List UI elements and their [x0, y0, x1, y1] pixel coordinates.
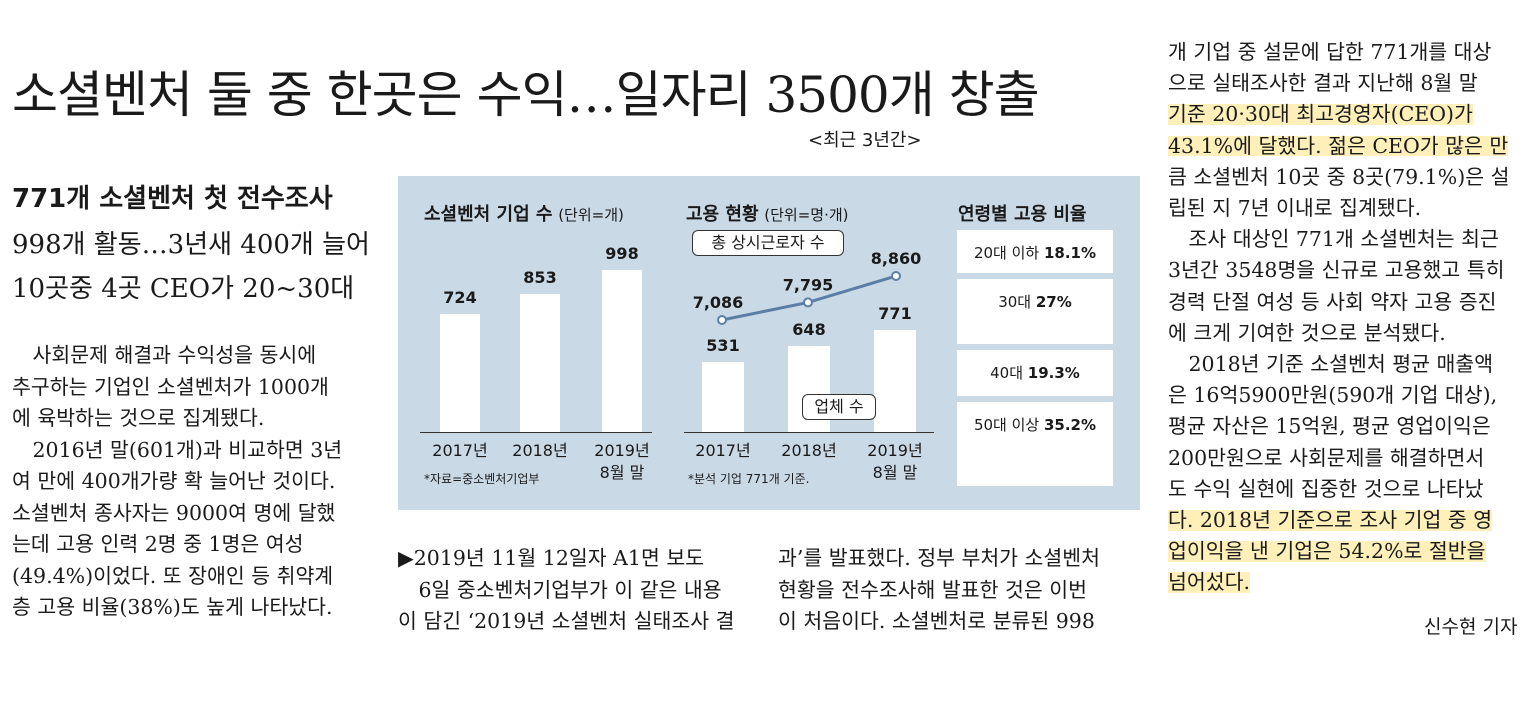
chart1-bar [602, 270, 642, 432]
age-row-label: 40대 19.3% [990, 364, 1080, 382]
right-column-line: 큼 소셜벤처 10곳 중 8곳(79.1%)은 설 [1168, 164, 1510, 189]
chart2-bar-value-label: 531 [706, 335, 740, 355]
right-column-line: 200만원으로 사회문제를 해결하면서 [1168, 445, 1485, 470]
left-column-line: (49.4%)이었다. 또 장애인 등 취약계 [12, 563, 334, 588]
middle-column-line: 6일 중소벤처기업부가 이 같은 내용 [398, 577, 722, 602]
age-row-value: 27% [1035, 293, 1072, 311]
left-column-line: 추구하는 기업인 소셜벤처가 1000개 [12, 374, 329, 399]
chart2-line-point [891, 271, 901, 281]
middle2-column-line: 현황을 전수조사해 발표한 것은 이번 [778, 577, 1087, 602]
chart2-bar [874, 330, 916, 432]
age-row-value: 19.3% [1027, 364, 1080, 382]
right-column-line: 43.1%에 달했다. 젊은 CEO가 많은 만 [1168, 133, 1509, 158]
chart2-x-label: 2019년 8월 말 [867, 441, 923, 482]
left-column-line: 는데 고용 인력 2명 중 1명은 여성 [12, 532, 304, 556]
middle2-column-line: 과’를 발표했다. 정부 부처가 소셜벤처 [778, 546, 1100, 570]
right-column-line: 경력 단절 여성 등 사회 약자 고용 증진 [1168, 289, 1497, 314]
chart2-line-value-label: 8,860 [871, 249, 922, 268]
right-column-line: 도 수익 실현에 집중한 것으로 나타났 [1168, 476, 1484, 501]
age-row-label: 30대 27% [998, 293, 1072, 311]
right-column-line: 2018년 기준 소셜벤처 평균 매출액 [1168, 352, 1494, 376]
chart2-axis [684, 432, 934, 433]
chart2-x-label: 2017년 [695, 441, 751, 460]
chart2-line-point [717, 315, 727, 325]
legend-companies: 업체 수 [802, 394, 876, 420]
legend-total-workers: 총 상시근로자 수 [692, 230, 844, 256]
left-column-line: 층 고용 비율(38%)도 높게 나타났다. [12, 595, 333, 619]
chart1-x-label: 2019년 8월 말 [594, 441, 650, 482]
subhead-1: 771개 소셜벤처 첫 전수조사 [12, 184, 333, 214]
age-row-label: 20대 이하 18.1% [973, 244, 1097, 262]
chart1-value-label: 724 [443, 288, 477, 308]
right-column-line: 개 기업 중 설문에 답한 771개를 대상 [1168, 40, 1492, 64]
age-row: 30대 27% [957, 279, 1113, 344]
age-row-label: 50대 이상 35.2% [973, 416, 1097, 434]
left-column-line: 소셜벤처 종사자는 9000여 명에 달했 [12, 500, 336, 525]
right-column-line: 립된 지 7년 이내로 집계됐다. [1168, 196, 1422, 220]
left-column-line: 2016년 말(601개)과 비교하면 3년 [12, 437, 343, 462]
right-column-line: 다. 2018년 기준으로 조사 기업 중 영 [1168, 508, 1493, 532]
chart1-x-label: 2018년 [512, 441, 568, 460]
age-row-value: 35.2% [1043, 416, 1097, 434]
middle-column-line: ▶2019년 11월 12일자 A1면 보도 [398, 546, 705, 570]
left-column-line: 에 육박하는 것으로 집계됐다. [12, 406, 265, 430]
right-column-line: 조사 대상인 771개 소셜벤처는 최근 [1168, 227, 1499, 252]
chart2-bar-value-label: 648 [792, 320, 826, 340]
chart2-bar-value-label: 771 [878, 304, 912, 323]
chart2-line-value-label: 7,086 [693, 293, 744, 312]
chart1-note: *자료=중소벤처기업부 [424, 472, 540, 486]
subhead-2: 998개 활동…3년새 400개 늘어 [12, 230, 370, 260]
chart2-x-label: 2018년 [781, 441, 837, 460]
right-column-line: 3년간 3548명을 신규로 고용했고 특히 [1168, 258, 1505, 283]
chart2-title: 고용 현황 (단위=명·개) [686, 204, 849, 225]
chart2-line-point [803, 297, 813, 308]
right-column-line: 넘어섰다. [1168, 570, 1250, 595]
byline: 신수현 기자 [1424, 616, 1518, 638]
chart1-value-label: 998 [605, 244, 639, 263]
middle-column-line: 이 담긴 ‘2019년 소셜벤처 실태조사 결 [398, 609, 735, 633]
right-column-line: 으로 실태조사한 결과 지난해 8월 말 [1168, 71, 1478, 96]
subhead-3: 10곳중 4곳 CEO가 20~30대 [12, 274, 355, 304]
age-row: 50대 이상 35.2% [957, 402, 1113, 486]
right-column-line: 평균 자산은 15억원, 평균 영업이익은 [1168, 414, 1491, 439]
left-column-line: 사회문제 해결과 수익성을 동시에 [12, 343, 317, 367]
chart3-title: 연령별 고용 비율 [958, 204, 1087, 225]
chart1-x-label: 2017년 [432, 441, 488, 460]
middle2-column-line: 이 처음이다. 소셜벤처로 분류된 998 [778, 609, 1095, 633]
headline: 소셜벤처 둘 중 한곳은 수익…일자리 3500개 창출 [12, 66, 1040, 124]
chart1-axis [420, 432, 652, 433]
chart2-note: *분석 기업 771개 기준. [688, 472, 810, 486]
chart1-bar [520, 293, 560, 432]
right-column-line: 에 크게 기여한 것으로 분석됐다. [1168, 320, 1446, 345]
chart2-line-value-label: 7,795 [783, 275, 834, 294]
age-row-value: 18.1% [1043, 244, 1097, 262]
age-row: 20대 이하 18.1% [957, 230, 1113, 273]
chart1-value-label: 853 [523, 267, 557, 287]
chart1-bar [440, 314, 480, 432]
period-note: <최근 3년간> [808, 130, 922, 151]
right-column-line: 기준 20·30대 최고경영자(CEO)가 [1168, 102, 1473, 127]
chart1-title: 소셜벤처 기업 수 (단위=개) [424, 204, 624, 225]
right-column-line: 은 16억5900만원(590개 기업 대상), [1168, 383, 1498, 408]
right-column-line: 업이익을 낸 기업은 54.2%로 절반을 [1168, 539, 1486, 564]
age-row: 40대 19.3% [957, 350, 1113, 396]
left-column-line: 여 만에 400개가량 확 늘어난 것이다. [12, 469, 336, 493]
chart2-bar [702, 361, 744, 432]
